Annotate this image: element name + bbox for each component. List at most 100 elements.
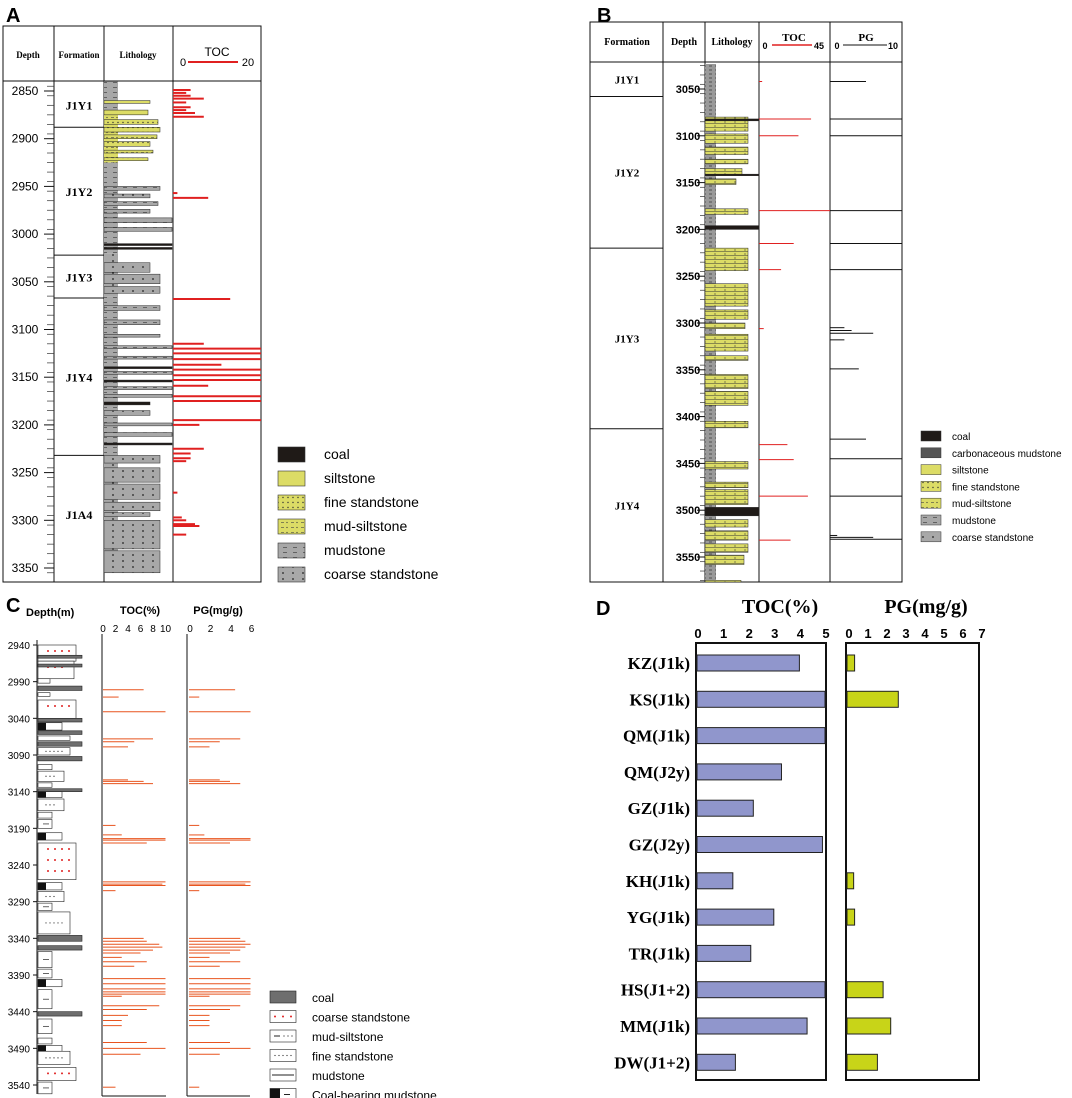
c-legend-label: Coal-bearing mudstone [312, 1089, 437, 1098]
d-category-label: DW(J1+2) [614, 1053, 690, 1072]
a-lith-bed [103, 355, 173, 360]
b-depth-tick-label: 3100 [676, 131, 700, 143]
d-pg-tick-label: 6 [959, 626, 966, 641]
b-pg-scale-max: 10 [888, 41, 898, 51]
c-lith-bed [37, 764, 53, 770]
b-depth-axis: 3050 3100 3150 3200 3250 3300 3350 3400 3450 3500… [676, 65, 705, 581]
panel-a: Depth Formation Lithology TOC 0 20 28502… [2, 25, 262, 583]
a-lith-bed [103, 273, 161, 284]
c-lith-dot [54, 848, 56, 850]
c-lith-bed [37, 1067, 77, 1081]
a-legend-swatch [277, 470, 306, 487]
c-pg-tick-label: 2 [208, 624, 214, 635]
d-category-label: GZ(J2y) [629, 836, 690, 855]
c-value-axes: 0 2 4 6 8 10 0 2 4 6 [100, 624, 255, 635]
b-lith-bed [704, 421, 749, 429]
d-toc-tick-label: 1 [720, 626, 727, 641]
b-lith-bed [704, 489, 749, 505]
c-pg-bars [189, 689, 251, 1088]
a-formation-label: J1Y3 [66, 271, 93, 285]
c-lith-bed [37, 1037, 53, 1045]
a-lith-bed [103, 501, 161, 512]
c-lith-dot [49, 804, 51, 806]
panel-b: Formation Depth Lithology TOC 0 45 PG 0 … [589, 21, 903, 583]
a-lith-bed [103, 520, 161, 550]
b-depth-tick-label: 3450 [676, 458, 700, 470]
d-toc-bar [696, 944, 752, 962]
b-lith-bed [704, 283, 749, 307]
a-toc-bars [173, 89, 261, 536]
b-formations: J1Y1 J1Y2 J1Y3 J1Y4 [590, 75, 663, 512]
a-lith-bed [103, 371, 173, 375]
a-depth-tick-label: 3200 [12, 418, 39, 432]
d-pg-tick-label: 0 [845, 626, 852, 641]
b-lith-bed [704, 530, 749, 541]
b-lith-bed [704, 333, 749, 352]
a-depth-tick-label: 3250 [12, 466, 39, 480]
c-legend-label: mud-siltstone [312, 1030, 384, 1044]
a-lith-bed [103, 366, 173, 369]
b-lith-bed [704, 543, 749, 553]
b-lith-bed [704, 173, 760, 176]
b-depth-header: Depth [671, 37, 698, 48]
b-legend-label: mud-siltstone [952, 499, 1012, 510]
a-formations: J1Y1 J1Y2 J1Y3 J1Y4 J1A4 [54, 98, 104, 522]
b-lith-bed [704, 309, 749, 320]
b-lith-bed [704, 158, 749, 165]
a-lith-bed [103, 442, 173, 446]
panel-a-letter: A [6, 5, 20, 27]
b-lith-bed [704, 507, 760, 517]
b-lith-bed [704, 146, 749, 155]
d-pg-tick-label: 5 [940, 626, 947, 641]
a-formation-label: J1Y1 [66, 98, 93, 112]
c-lith-dot [45, 775, 47, 777]
c-lith-bed [37, 811, 53, 819]
c-lith-coal-part [38, 979, 46, 987]
c-legend-dot [274, 1015, 276, 1018]
c-depth-tick-label: 3490 [8, 1044, 31, 1055]
a-lith-bed [103, 432, 173, 437]
c-lith-bed [37, 798, 65, 812]
a-lith-bed [103, 386, 173, 390]
c-legend-coal-part [270, 1088, 280, 1098]
c-legend-label: coarse standstone [312, 1011, 410, 1025]
a-lith-bed [103, 201, 159, 206]
b-lith-bed [704, 481, 749, 488]
d-category-labels: KZ(J1k) KS(J1k) QM(J1k) QM(J2y) GZ(J1k) GZ(J2… [614, 654, 690, 1072]
a-depth-tick-label: 2950 [12, 179, 39, 193]
c-lith-dot [47, 1072, 49, 1075]
c-lith-dot [47, 705, 49, 707]
c-lith-dot [57, 1057, 59, 1059]
d-toc-bar [696, 1053, 736, 1071]
c-legend-dot [283, 1035, 285, 1037]
c-depth-tick-label: 2940 [8, 641, 31, 652]
c-legend-dot [282, 1015, 284, 1018]
c-lith-dot [49, 922, 51, 924]
c-lith-dot [49, 895, 51, 898]
c-lith-bed [37, 654, 83, 659]
c-legend-dot [274, 1054, 276, 1057]
c-legend-label: coal [312, 991, 334, 1005]
d-toc-bar [696, 799, 754, 817]
d-toc-bar [696, 872, 734, 890]
b-depth-tick-label: 3050 [676, 84, 700, 96]
b-legend-swatch [920, 447, 942, 459]
d-toc-tick-label: 2 [746, 626, 753, 641]
b-legend-label: coal [952, 432, 970, 443]
c-depth-tick-label: 3390 [8, 971, 31, 982]
a-depth-tick-label: 3000 [12, 227, 39, 241]
c-toc-tick-label: 0 [100, 624, 106, 635]
c-lith-bed [37, 663, 83, 668]
c-lith-bed [37, 685, 83, 691]
c-depth-axis: 2940 2990 3040 3090 3140 3190 3240 3290 3340 3390… [8, 640, 38, 1094]
a-lith-bed [103, 186, 161, 191]
a-lith-bed [103, 401, 151, 406]
b-depth-tick-label: 3350 [676, 365, 700, 377]
c-lith-dot [45, 922, 47, 924]
c-lith-bed [37, 782, 53, 788]
c-lith-dot [61, 859, 63, 861]
a-lith-bed [103, 127, 161, 133]
b-lith-bed [704, 178, 737, 185]
b-pg-bars [830, 81, 902, 540]
